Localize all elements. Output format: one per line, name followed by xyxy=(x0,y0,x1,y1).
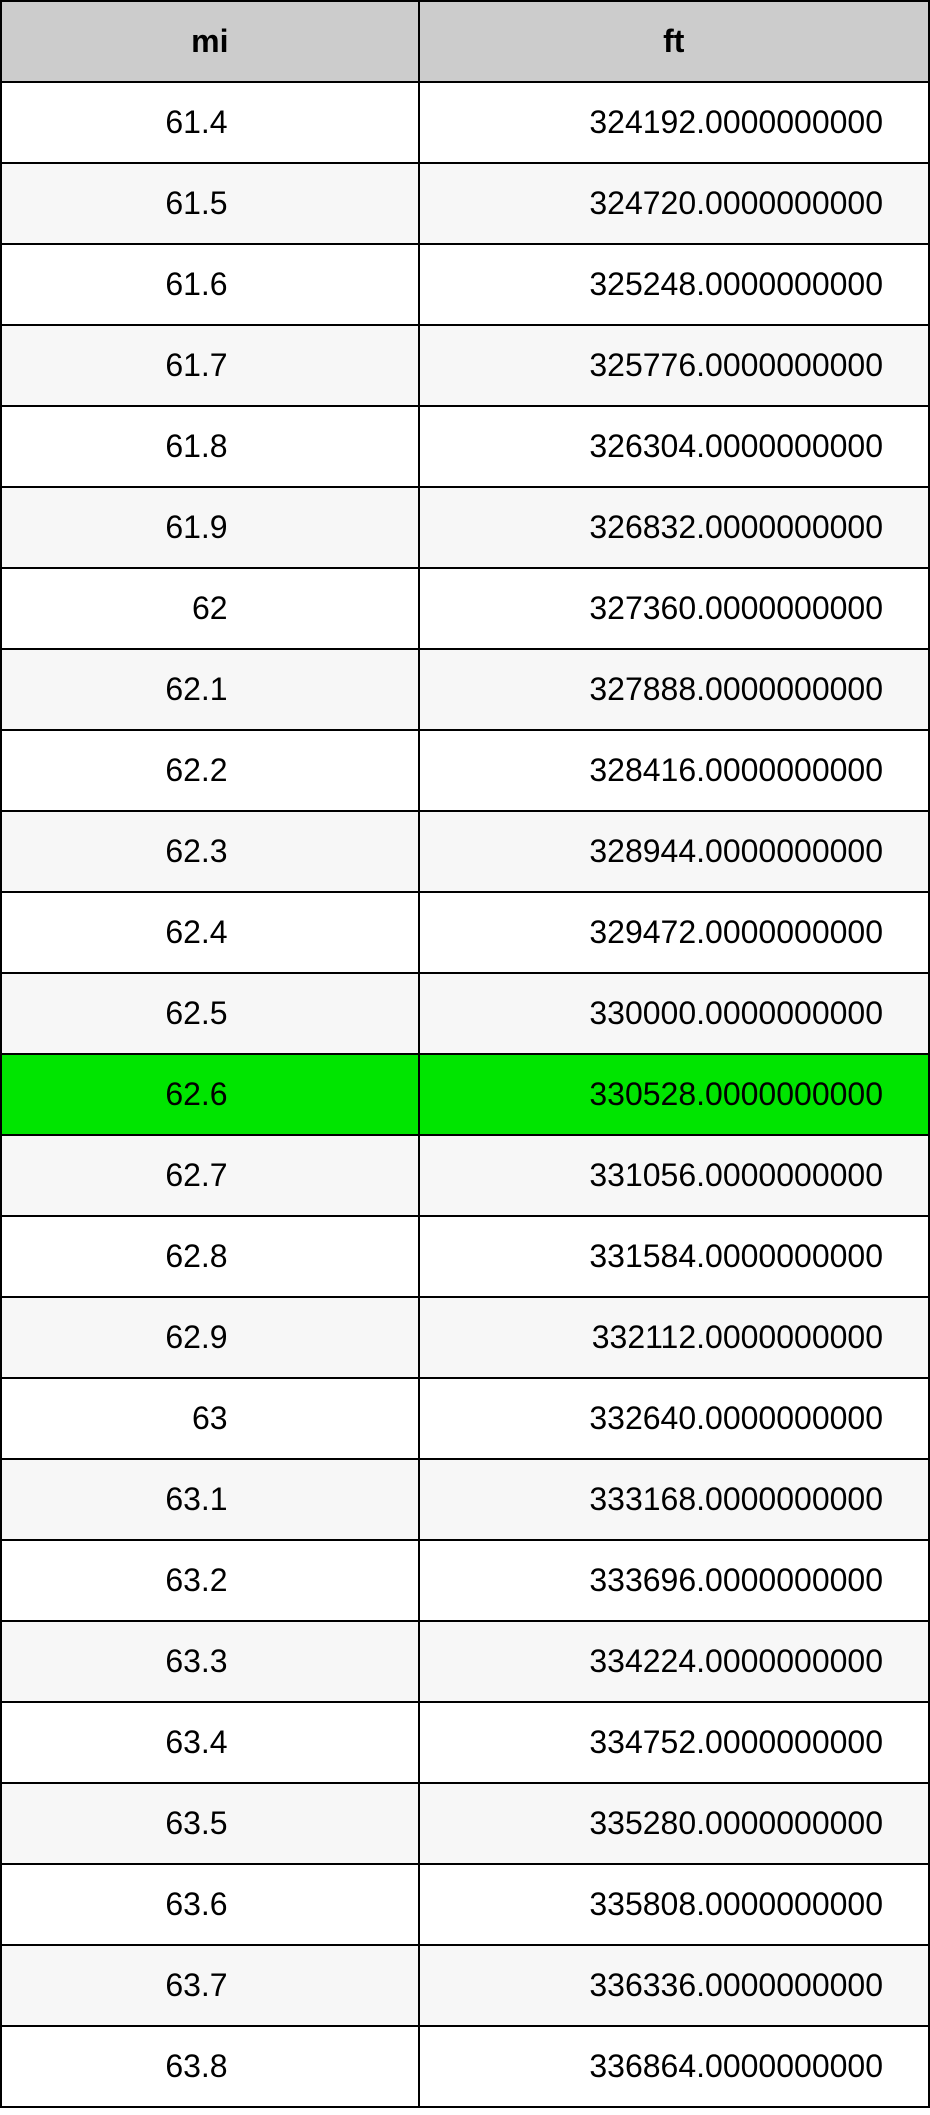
cell-ft: 330000.0000000000 xyxy=(419,973,929,1054)
cell-mi: 62.5 xyxy=(1,973,419,1054)
cell-ft: 326304.0000000000 xyxy=(419,406,929,487)
cell-mi: 61.8 xyxy=(1,406,419,487)
cell-mi: 63.7 xyxy=(1,1945,419,2026)
table-row: 62327360.0000000000 xyxy=(1,568,929,649)
cell-ft: 327360.0000000000 xyxy=(419,568,929,649)
table-row: 61.4324192.0000000000 xyxy=(1,82,929,163)
table-row: 62.9332112.0000000000 xyxy=(1,1297,929,1378)
column-header-mi: mi xyxy=(1,1,419,82)
table-row: 62.5330000.0000000000 xyxy=(1,973,929,1054)
cell-mi: 62.8 xyxy=(1,1216,419,1297)
table-row: 61.6325248.0000000000 xyxy=(1,244,929,325)
cell-ft: 331584.0000000000 xyxy=(419,1216,929,1297)
table-row: 61.8326304.0000000000 xyxy=(1,406,929,487)
cell-mi: 63.1 xyxy=(1,1459,419,1540)
cell-ft: 334224.0000000000 xyxy=(419,1621,929,1702)
cell-mi: 61.5 xyxy=(1,163,419,244)
table-row: 62.7331056.0000000000 xyxy=(1,1135,929,1216)
cell-mi: 61.4 xyxy=(1,82,419,163)
table-row: 61.7325776.0000000000 xyxy=(1,325,929,406)
table-row: 62.1327888.0000000000 xyxy=(1,649,929,730)
table-row: 63.3334224.0000000000 xyxy=(1,1621,929,1702)
table-row: 61.5324720.0000000000 xyxy=(1,163,929,244)
cell-mi: 61.9 xyxy=(1,487,419,568)
cell-mi: 62.2 xyxy=(1,730,419,811)
cell-ft: 335808.0000000000 xyxy=(419,1864,929,1945)
table-row: 63332640.0000000000 xyxy=(1,1378,929,1459)
cell-mi: 62.3 xyxy=(1,811,419,892)
cell-mi: 63 xyxy=(1,1378,419,1459)
table-row: 61.9326832.0000000000 xyxy=(1,487,929,568)
table-row: 63.6335808.0000000000 xyxy=(1,1864,929,1945)
column-header-ft: ft xyxy=(419,1,929,82)
cell-mi: 62.4 xyxy=(1,892,419,973)
table-row: 63.7336336.0000000000 xyxy=(1,1945,929,2026)
cell-mi: 63.6 xyxy=(1,1864,419,1945)
cell-ft: 327888.0000000000 xyxy=(419,649,929,730)
cell-mi: 63.5 xyxy=(1,1783,419,1864)
cell-mi: 61.6 xyxy=(1,244,419,325)
table-row: 63.8336864.0000000000 xyxy=(1,2026,929,2107)
cell-mi: 63.3 xyxy=(1,1621,419,1702)
conversion-table: mi ft 61.4324192.000000000061.5324720.00… xyxy=(0,0,930,2108)
cell-ft: 336336.0000000000 xyxy=(419,1945,929,2026)
cell-mi: 62.1 xyxy=(1,649,419,730)
cell-mi: 63.2 xyxy=(1,1540,419,1621)
table-row: 62.4329472.0000000000 xyxy=(1,892,929,973)
cell-ft: 328416.0000000000 xyxy=(419,730,929,811)
cell-mi: 61.7 xyxy=(1,325,419,406)
cell-ft: 333696.0000000000 xyxy=(419,1540,929,1621)
cell-ft: 332640.0000000000 xyxy=(419,1378,929,1459)
table-row: 63.1333168.0000000000 xyxy=(1,1459,929,1540)
table-row: 62.6330528.0000000000 xyxy=(1,1054,929,1135)
cell-ft: 335280.0000000000 xyxy=(419,1783,929,1864)
cell-ft: 331056.0000000000 xyxy=(419,1135,929,1216)
cell-mi: 62.9 xyxy=(1,1297,419,1378)
cell-ft: 336864.0000000000 xyxy=(419,2026,929,2107)
table-row: 62.2328416.0000000000 xyxy=(1,730,929,811)
table-body: 61.4324192.000000000061.5324720.00000000… xyxy=(1,82,929,2107)
cell-mi: 63.4 xyxy=(1,1702,419,1783)
table-row: 62.3328944.0000000000 xyxy=(1,811,929,892)
cell-ft: 326832.0000000000 xyxy=(419,487,929,568)
table-row: 63.5335280.0000000000 xyxy=(1,1783,929,1864)
cell-mi: 62.7 xyxy=(1,1135,419,1216)
cell-mi: 62 xyxy=(1,568,419,649)
cell-ft: 324720.0000000000 xyxy=(419,163,929,244)
cell-ft: 332112.0000000000 xyxy=(419,1297,929,1378)
cell-ft: 330528.0000000000 xyxy=(419,1054,929,1135)
cell-ft: 329472.0000000000 xyxy=(419,892,929,973)
cell-ft: 324192.0000000000 xyxy=(419,82,929,163)
cell-ft: 325248.0000000000 xyxy=(419,244,929,325)
table-row: 63.4334752.0000000000 xyxy=(1,1702,929,1783)
cell-ft: 325776.0000000000 xyxy=(419,325,929,406)
table-row: 63.2333696.0000000000 xyxy=(1,1540,929,1621)
cell-ft: 334752.0000000000 xyxy=(419,1702,929,1783)
cell-mi: 62.6 xyxy=(1,1054,419,1135)
cell-ft: 328944.0000000000 xyxy=(419,811,929,892)
table-header-row: mi ft xyxy=(1,1,929,82)
cell-mi: 63.8 xyxy=(1,2026,419,2107)
table-row: 62.8331584.0000000000 xyxy=(1,1216,929,1297)
cell-ft: 333168.0000000000 xyxy=(419,1459,929,1540)
